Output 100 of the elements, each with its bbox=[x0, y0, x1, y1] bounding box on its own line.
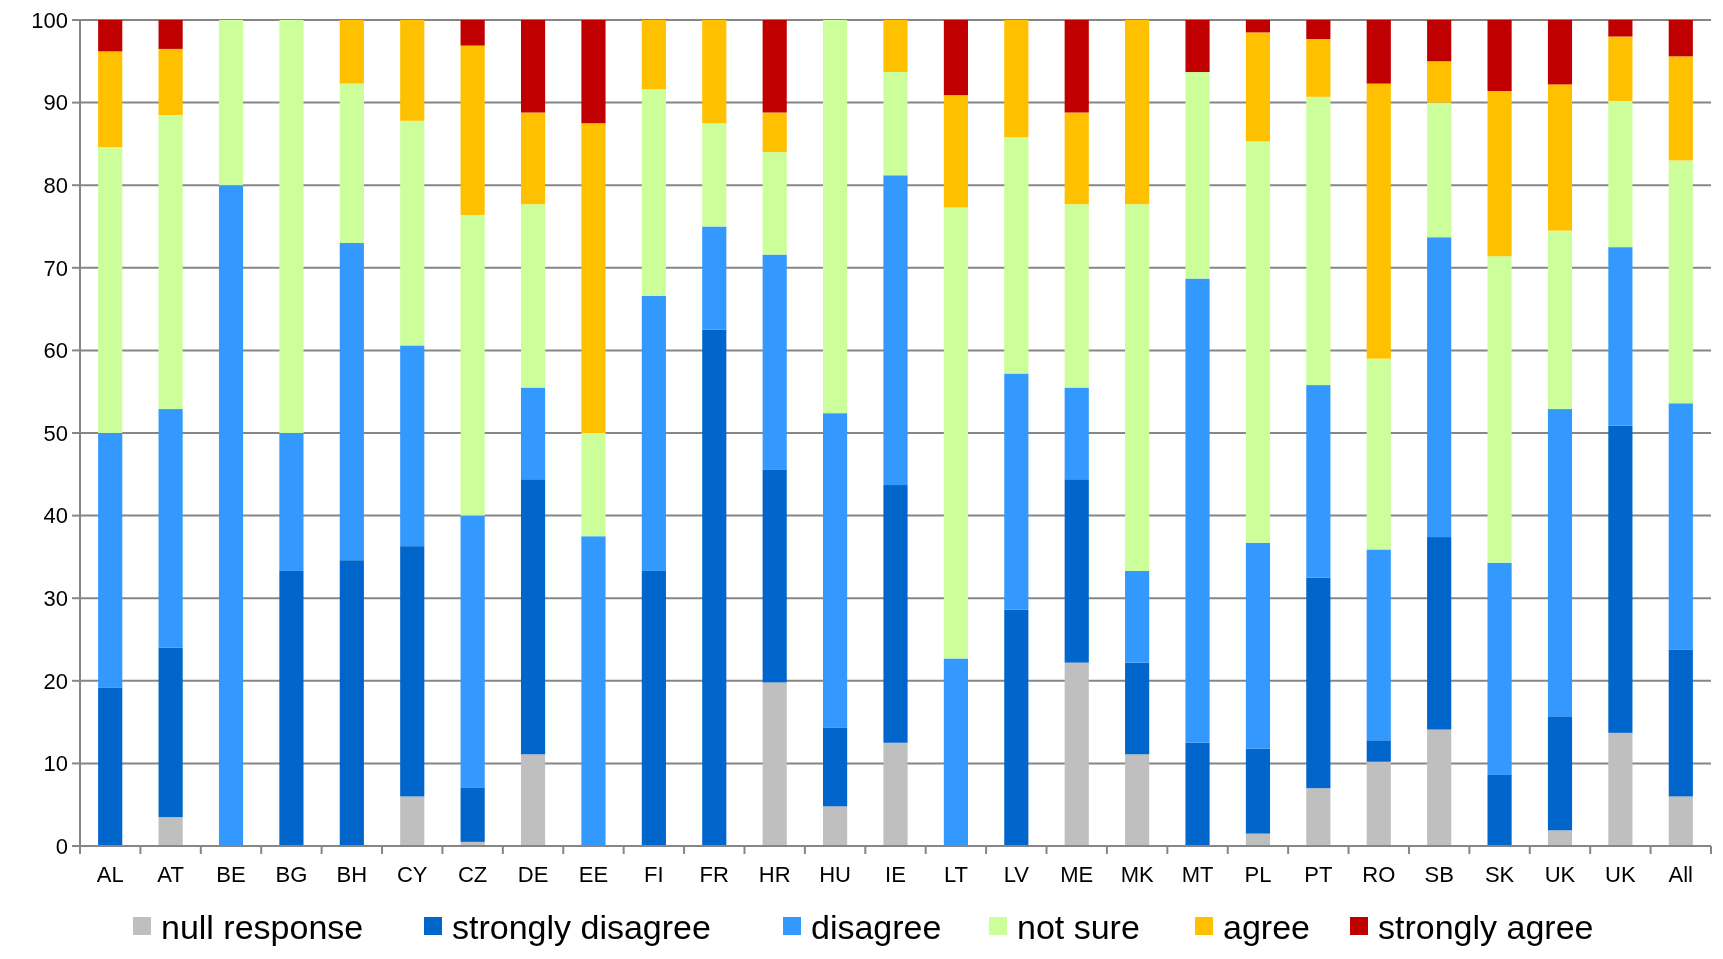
bar bbox=[702, 226, 727, 330]
bar bbox=[762, 112, 787, 153]
x-tick-label: RO bbox=[1362, 862, 1396, 887]
x-tick-label: LT bbox=[943, 862, 968, 887]
y-tick-label: 0 bbox=[55, 833, 68, 859]
bar bbox=[1004, 137, 1029, 374]
bar bbox=[823, 806, 848, 846]
bar bbox=[1125, 662, 1150, 755]
bar bbox=[1427, 61, 1452, 103]
bar bbox=[1366, 358, 1391, 550]
bar bbox=[1306, 577, 1331, 789]
bar bbox=[883, 72, 908, 176]
y-tick-label: 60 bbox=[43, 338, 68, 364]
bar bbox=[1064, 204, 1089, 388]
bar bbox=[943, 95, 968, 208]
bar bbox=[823, 727, 848, 807]
bar bbox=[1004, 373, 1029, 610]
bar bbox=[1306, 96, 1331, 386]
x-tick-label: HR bbox=[758, 862, 791, 887]
legend-label: null response bbox=[161, 908, 364, 946]
bar bbox=[1245, 748, 1271, 834]
bar bbox=[1306, 385, 1331, 578]
bar bbox=[762, 20, 787, 113]
bar bbox=[1064, 112, 1089, 205]
bar bbox=[1366, 83, 1391, 359]
bar bbox=[1245, 32, 1271, 142]
x-tick-label: HU bbox=[819, 862, 851, 887]
y-tick-label: 10 bbox=[43, 751, 68, 777]
bar bbox=[279, 570, 304, 846]
bar bbox=[158, 409, 183, 648]
bar bbox=[1487, 20, 1512, 92]
x-tick-label: DE bbox=[517, 862, 549, 887]
y-tick-label: 70 bbox=[43, 255, 68, 281]
bar bbox=[1608, 100, 1633, 248]
bar bbox=[1547, 830, 1573, 846]
bar bbox=[702, 329, 727, 846]
bar bbox=[400, 345, 425, 547]
bar bbox=[1185, 742, 1210, 846]
bar bbox=[98, 20, 123, 52]
x-tick-label: SK bbox=[1484, 862, 1515, 887]
x-tick-label: FR bbox=[699, 862, 729, 887]
bar bbox=[943, 20, 968, 96]
bar bbox=[1668, 56, 1693, 161]
bar bbox=[823, 20, 848, 414]
bar bbox=[1125, 754, 1150, 846]
x-tick-label: ME bbox=[1060, 862, 1094, 887]
bar bbox=[400, 20, 425, 121]
x-tick-label: AT bbox=[157, 862, 184, 887]
bar bbox=[823, 413, 848, 728]
x-tick-label: LV bbox=[1003, 862, 1030, 887]
bar bbox=[1427, 537, 1452, 730]
bar bbox=[158, 817, 183, 846]
bar bbox=[460, 214, 485, 516]
bar bbox=[1004, 20, 1029, 138]
bar bbox=[581, 433, 606, 537]
bar bbox=[943, 658, 968, 846]
bar bbox=[339, 20, 364, 84]
bar bbox=[520, 20, 546, 113]
x-tick-label: PT bbox=[1304, 862, 1333, 887]
bar bbox=[1547, 409, 1573, 717]
x-tick-label: BE bbox=[216, 862, 246, 887]
bar bbox=[1366, 549, 1391, 741]
bar bbox=[762, 682, 787, 846]
bar bbox=[460, 787, 485, 842]
bar bbox=[1608, 247, 1633, 426]
bar bbox=[641, 570, 666, 846]
bar bbox=[460, 45, 485, 215]
y-tick-label: 80 bbox=[43, 172, 68, 198]
y-tick-label: 30 bbox=[43, 585, 68, 611]
bar bbox=[1366, 20, 1391, 84]
bar bbox=[158, 114, 183, 410]
bar bbox=[702, 20, 727, 124]
bar bbox=[520, 387, 546, 480]
legend-label: strongly agree bbox=[1378, 908, 1594, 946]
bar bbox=[1306, 39, 1331, 97]
bar bbox=[1487, 256, 1512, 563]
bar bbox=[1608, 425, 1633, 733]
bar bbox=[1064, 387, 1089, 480]
bar bbox=[883, 175, 908, 486]
bar bbox=[1608, 732, 1633, 846]
bar bbox=[883, 20, 908, 73]
bar bbox=[1547, 716, 1573, 831]
x-tick-label: BH bbox=[336, 862, 368, 887]
bar bbox=[1427, 102, 1452, 238]
x-tick-label: UK bbox=[1544, 862, 1576, 887]
bar bbox=[339, 83, 364, 244]
bar bbox=[218, 185, 244, 846]
bar bbox=[1608, 20, 1633, 37]
legend-label: not sure bbox=[1017, 908, 1140, 946]
bar bbox=[339, 243, 364, 561]
bar bbox=[581, 123, 606, 433]
bar bbox=[883, 742, 908, 846]
bar bbox=[581, 536, 606, 846]
bar bbox=[520, 479, 546, 755]
bar bbox=[279, 433, 304, 571]
bar bbox=[883, 485, 908, 743]
bar bbox=[1306, 788, 1331, 846]
y-tick-label: 50 bbox=[43, 420, 68, 446]
bar bbox=[400, 546, 425, 797]
bar bbox=[1185, 20, 1210, 73]
